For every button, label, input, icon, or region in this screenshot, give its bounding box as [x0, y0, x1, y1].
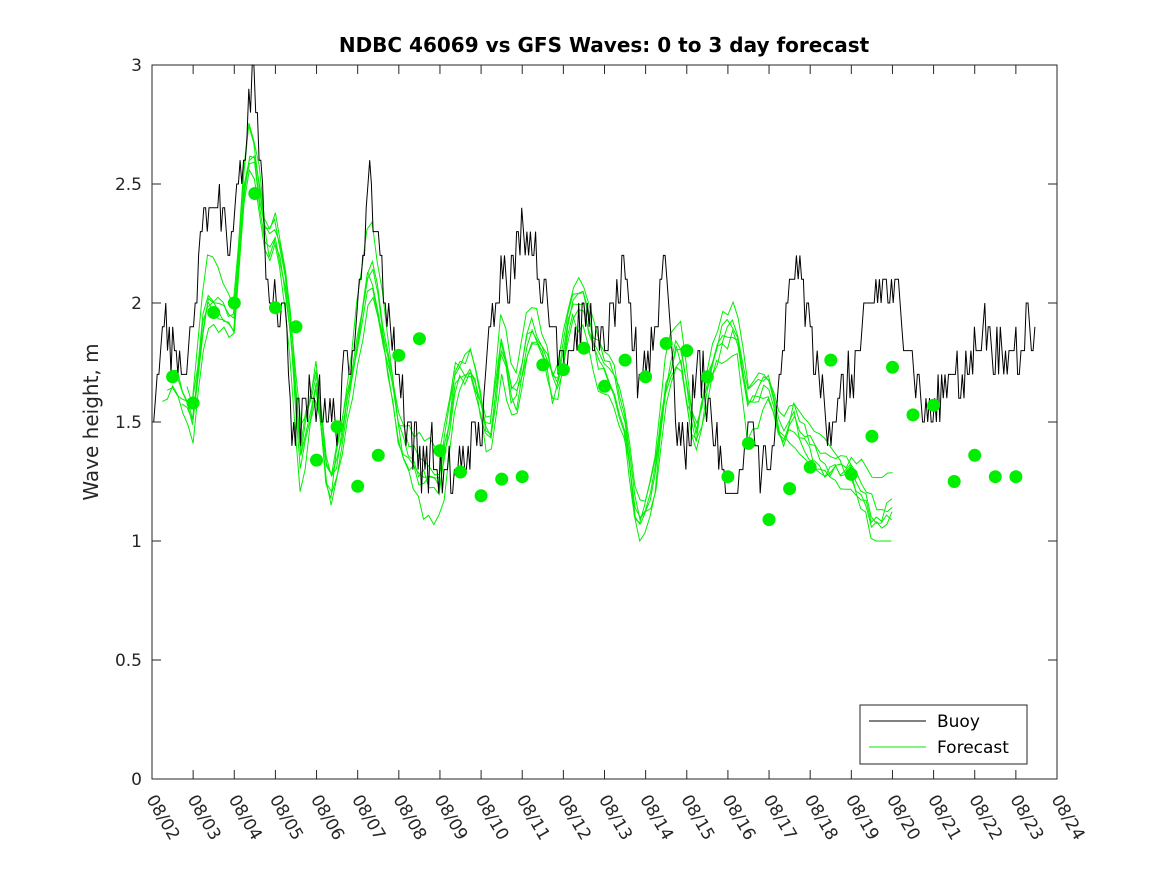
forecast-dot [803, 460, 817, 474]
legend-box [859, 704, 1028, 765]
x-tick-label: 08/21 [923, 792, 965, 844]
x-tick-label: 08/03 [183, 792, 225, 844]
forecast-dot [742, 436, 755, 450]
forecast-dot [515, 470, 529, 484]
x-tick-label: 08/20 [882, 792, 924, 844]
chart-title: NDBC 46069 vs GFS Waves: 0 to 3 day fore… [339, 33, 870, 57]
forecast-dot [824, 353, 838, 367]
forecast-dot [474, 489, 488, 503]
forecast-line [176, 154, 893, 524]
forecast-dot [865, 429, 879, 443]
forecast-dot [783, 482, 797, 496]
legend: Buoy Forecast [859, 704, 1028, 765]
x-tick-label: 08/02 [142, 792, 184, 844]
y-tick-label: 3 [131, 56, 142, 76]
forecast-dot [392, 348, 406, 362]
forecast-dot [700, 370, 714, 384]
x-tick-label: 08/05 [265, 792, 307, 844]
forecast-dot [721, 470, 735, 484]
forecast-dot [207, 306, 221, 319]
forecast-dot [927, 398, 941, 412]
x-tick-label: 08/14 [635, 792, 677, 844]
forecast-dot [680, 344, 694, 358]
forecast-dot [371, 448, 385, 462]
forecast-dot [433, 444, 447, 458]
x-tick-label: 08/16 [718, 792, 760, 844]
forecast-dot [618, 353, 632, 367]
x-tick-label: 08/17 [759, 792, 801, 844]
forecast-dot [1009, 470, 1023, 484]
forecast-dot [227, 296, 241, 310]
buoy-line [152, 64, 1036, 494]
y-axis: 0 0.5 1 1.5 2 2.5 3 [115, 56, 1057, 790]
forecast-dot [639, 370, 653, 384]
forecast-dot [454, 465, 467, 479]
x-tick-label: 08/18 [800, 792, 842, 844]
forecast-dot [556, 363, 570, 377]
forecast-dot [886, 360, 899, 374]
x-tick-label: 08/10 [471, 792, 513, 844]
forecast-dot [536, 358, 550, 372]
forecast-dot [988, 470, 1002, 484]
forecast-dot [762, 513, 776, 527]
forecast-dot [906, 408, 920, 422]
y-tick-label: 1.5 [115, 413, 142, 433]
axes-box [151, 64, 1058, 780]
forecast-dot [248, 187, 262, 200]
x-tick-label: 08/24 [1047, 792, 1089, 844]
forecast-dot [166, 370, 180, 384]
x-tick-label: 08/22 [964, 792, 1006, 844]
forecast-line [186, 124, 892, 542]
x-tick-label: 08/23 [1006, 792, 1048, 844]
forecast-dot [351, 479, 365, 493]
y-axis-label: Wave height, m [79, 343, 103, 500]
forecast-dot [186, 396, 200, 410]
x-tick-label: 08/19 [841, 792, 883, 844]
forecast-dot [577, 341, 591, 355]
x-tick-label: 08/06 [306, 792, 348, 844]
forecast-dot [598, 379, 611, 393]
y-tick-label: 1 [131, 532, 142, 552]
legend-forecast-label: Forecast [937, 738, 1009, 758]
forecast-dot [412, 332, 426, 346]
x-tick-label: 08/15 [676, 792, 718, 844]
legend-buoy-label: Buoy [937, 712, 980, 732]
y-tick-label: 0 [131, 770, 142, 790]
forecast-dot [330, 420, 344, 434]
x-tick-label: 08/08 [388, 792, 430, 844]
y-tick-label: 2.5 [115, 175, 142, 195]
forecast-dot [968, 448, 982, 462]
forecast-dot [947, 475, 961, 488]
forecast-dot [268, 301, 282, 315]
x-tick-label: 08/13 [594, 792, 636, 844]
forecast-dot [310, 453, 323, 467]
x-tick-label: 08/11 [512, 792, 554, 844]
forecast-dot [659, 337, 673, 350]
x-tick-label: 08/12 [553, 792, 595, 844]
y-tick-label: 0.5 [115, 651, 142, 671]
plot-area [151, 64, 1058, 780]
x-tick-label: 08/07 [347, 792, 389, 844]
forecast-dot [844, 467, 858, 481]
x-tick-label: 08/04 [224, 792, 266, 844]
y-tick-label: 2 [131, 294, 142, 314]
x-tick-label: 08/09 [430, 792, 472, 844]
forecast-dot [289, 320, 303, 334]
forecast-dot [495, 472, 509, 486]
